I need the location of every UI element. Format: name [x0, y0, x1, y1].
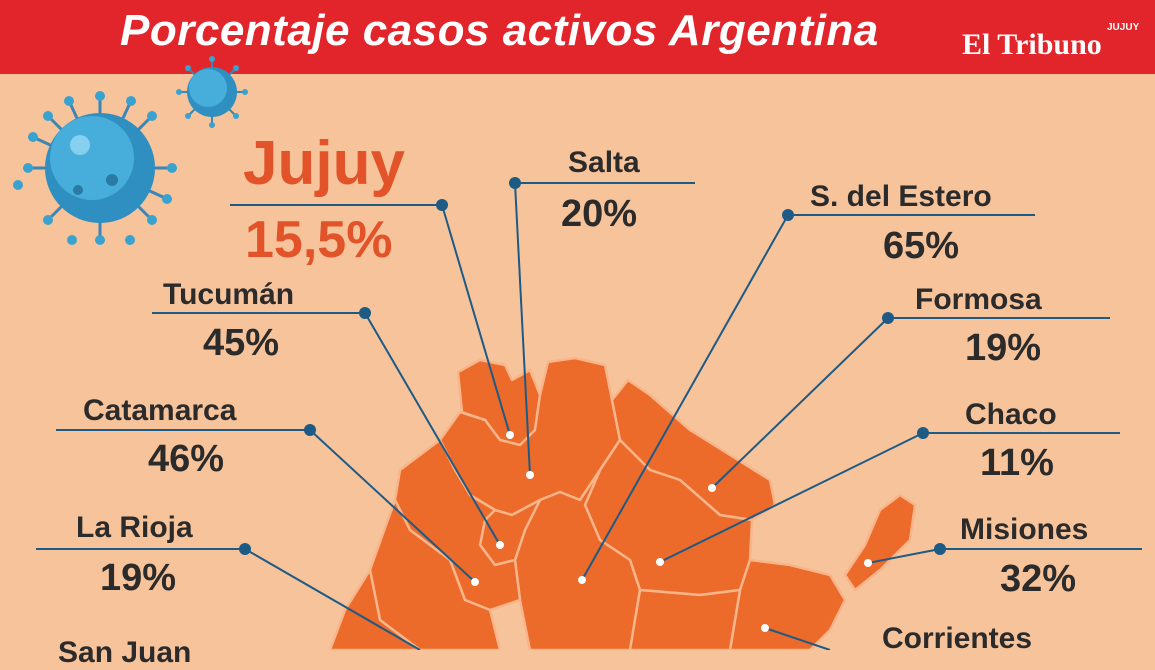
virus-icon-large [13, 91, 177, 245]
leader-formosa [711, 317, 889, 489]
logo-jujuy-label: JUJUY [1107, 22, 1140, 33]
label-tucuman-value: 45% [203, 322, 280, 364]
label-jujuy-value: 15,5% [245, 211, 393, 269]
leader-corrientes [764, 627, 831, 650]
label-formosa-name: Formosa [915, 283, 1042, 316]
leader-catamarca [309, 429, 476, 583]
label-salta-name: Salta [568, 146, 640, 179]
label-catamarca-value: 46% [148, 438, 225, 480]
label-corrientes-name: Corrientes [882, 622, 1033, 655]
label-jujuy-name: Jujuy [243, 129, 405, 198]
leader-jujuy [441, 204, 511, 436]
map-misiones [843, 493, 917, 592]
map-santa-fe [628, 588, 742, 650]
map-point-dots [471, 431, 872, 632]
label-salta-value: 20% [561, 193, 638, 235]
title-banner: Porcentaje casos activos Argentina El Tr… [0, 0, 1155, 74]
map-illustration [13, 56, 1142, 650]
el-tribuno-logo: El Tribuno [962, 28, 1102, 61]
leader-chaco [659, 432, 924, 563]
map-corrientes [728, 558, 847, 650]
leader-misiones [867, 548, 941, 564]
label-sde-name: S. del Estero [810, 180, 992, 213]
label-formosa-value: 19% [965, 327, 1042, 369]
map-san-juan [328, 568, 422, 650]
leader-sde [581, 214, 789, 581]
label-misiones-name: Misiones [960, 513, 1089, 546]
leader-tucuman [364, 312, 501, 546]
label-larioja-value: 19% [100, 557, 177, 599]
leader-end-dots [239, 177, 946, 555]
virus-icon-small [176, 56, 248, 128]
leader-salta [514, 182, 531, 476]
label-sanjuan-name: San Juan [58, 636, 192, 669]
label-chaco-name: Chaco [965, 398, 1057, 431]
label-larioja-name: La Rioja [76, 511, 193, 544]
leader-lines [36, 182, 1142, 650]
leader-larioja [244, 548, 421, 650]
label-catamarca-name: Catamarca [83, 394, 237, 427]
page-title: Porcentaje casos activos Argentina [120, 6, 879, 55]
label-sde-value: 65% [883, 225, 960, 267]
label-chaco-value: 11% [980, 442, 1054, 484]
label-tucuman-name: Tucumán [163, 278, 295, 311]
label-misiones-value: 32% [1000, 558, 1077, 600]
